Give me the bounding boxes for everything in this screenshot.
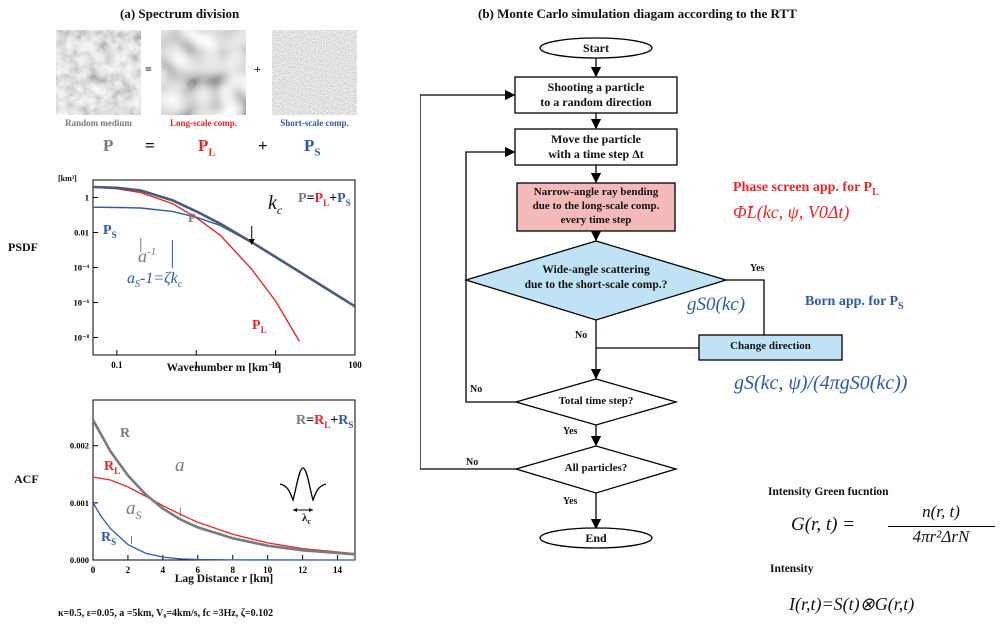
green-lhs: G(r, t) = (791, 514, 856, 535)
total-time-label: Total time step? (558, 395, 634, 407)
acf-y-tick-label: 0.002 (70, 441, 89, 451)
change-direction-box (698, 334, 843, 361)
long-scale-label: Long-scale comp. (170, 118, 237, 128)
psdf-label-ps: PS (103, 223, 117, 240)
short-scale-label: Short-scale comp. (280, 118, 349, 128)
random-medium-image (56, 30, 141, 115)
end-terminal (539, 527, 653, 549)
formula-plus: + (258, 136, 268, 155)
psdf-label-pl: PL (252, 318, 267, 335)
plus-sign-images: + (254, 62, 261, 76)
psdf-unit: [km³] (58, 174, 77, 183)
start-label: Start (583, 41, 609, 55)
total-no-label: No (470, 384, 483, 395)
psdf-x-tick-label: 100 (348, 360, 362, 370)
green-title: Intensity Green fucntion (768, 486, 889, 498)
acf-x-tick-label: 14 (333, 565, 343, 575)
acf-chart: 0 2 4 6 8 10 12 14 0.002 0.001 0.000 (70, 399, 356, 575)
wavelet-icon (279, 467, 327, 503)
psdf-x-tick-label: 0.1 (111, 360, 123, 370)
psdf-series-PS (93, 206, 355, 307)
shoot-box (514, 76, 678, 114)
intensity-title: Intensity (770, 563, 814, 575)
psdf-label-kc: kc (268, 192, 283, 217)
change-direction-label: Change direction (730, 340, 811, 352)
end-label: End (585, 531, 607, 545)
acf-label-a: a (175, 455, 185, 476)
psdf-label-a-inv: a-1 (138, 246, 157, 266)
psdf-y-tick-label: 1 (85, 193, 89, 203)
long-scale-image (161, 30, 246, 115)
psdf-label-as-inv: aS-1=ζkc (127, 270, 183, 291)
acf-series-R (91, 419, 356, 556)
psdf-row-label: PSDF (8, 240, 38, 254)
psdf-series-P (93, 185, 355, 308)
all-no-label: No (466, 457, 479, 468)
acf-x-tick-label: 2 (126, 565, 131, 575)
random-medium-label: Random medium (65, 118, 132, 128)
wide-yes-label: Yes (750, 263, 765, 274)
psdf-y-tick-label: 0.01 (74, 228, 89, 238)
move-box (514, 128, 678, 166)
acf-xlabel: Lag Distance r [km] (174, 573, 274, 585)
acf-label-rl: RL (104, 459, 121, 476)
gs-formula: gS(kc, ψ)/(4πgS0(kc)) (734, 372, 908, 394)
acf-x-tick-label: 12 (298, 565, 308, 575)
acf-x-tick-label: 6 (196, 565, 201, 575)
green-den: 4πr²ΔrN (912, 527, 970, 546)
psdf-y-tick-label: 10⁻⁶ (73, 298, 89, 308)
wide-label: Wide-angle scattering due to the short-sc… (524, 264, 668, 291)
phi-formula: Φ̆L(kc, ψ, V0Δt) (733, 202, 850, 222)
psdf-legend: P=PL+PS (298, 191, 351, 208)
psdf-label-p: P (188, 210, 196, 225)
acf-row-label: ACF (14, 472, 39, 486)
formula-p: P (103, 136, 114, 155)
psdf-chart: 0.1 1 10 100 1 0.01 10⁻⁴ 10⁻⁶ 10⁻⁸ (73, 179, 362, 370)
acf-x-tick-label: 4 (161, 565, 166, 575)
wide-no-label: No (575, 330, 588, 341)
acf-legend: R=RL+RS (296, 413, 354, 430)
formula-eq: = (145, 136, 155, 155)
params-text: κ=0.5, ε=0.05, a =5km, V₀=4km/s, fc =3Hz… (58, 608, 274, 619)
all-particles-label: All particles? (564, 462, 628, 474)
acf-y-tick-label: 0.000 (70, 555, 89, 565)
intensity-formula: I(r,t)=S(t)⊗G(r,t) (789, 594, 915, 614)
acf-x-tick-label: 10 (263, 565, 273, 575)
acf-label-r: R (120, 426, 131, 441)
gs0-formula: gS0(kc) (687, 294, 746, 315)
eq-sign-images: = (145, 62, 152, 76)
narrow-label: Narrow-angle ray bending due to the long-… (532, 186, 660, 226)
all-yes-label: Yes (563, 496, 578, 507)
acf-y-tick-label: 0.001 (70, 498, 89, 508)
narrow-box (516, 182, 676, 232)
formula-pl: PL (198, 136, 216, 159)
acf-x-tick-label: 8 (230, 565, 235, 575)
move-label: Move the particle with a time step Δt (548, 132, 644, 161)
shoot-label: Shooting a particle to a random direction (540, 80, 652, 109)
born-label: Born app. for PS (805, 294, 904, 312)
acf-x-tick-label: 0 (91, 565, 96, 575)
psdf-x-tick-label: 10 (271, 360, 281, 370)
phase-screen-label: Phase screen app. for PL (733, 180, 879, 198)
acf-label-lambda: λc (302, 512, 311, 527)
panel-a-title: (a) Spectrum division (120, 6, 240, 21)
formula-ps: PS (304, 136, 321, 159)
formula-row: P = PL + PS (0, 136, 420, 158)
total-yes-label: Yes (563, 426, 578, 437)
green-formula: G(r, t) = n(r, t) 4πr²ΔrN (791, 502, 996, 546)
psdf-x-tick-label: 1 (194, 360, 199, 370)
psdf-xlabel: Wavenumber m [km⁻¹] (166, 362, 282, 374)
short-scale-image (272, 30, 357, 115)
green-num: n(r, t) (922, 502, 960, 521)
flowchart (420, 37, 843, 549)
psdf-y-tick-label: 10⁻⁴ (73, 263, 89, 273)
green-fraction-bar (888, 526, 995, 527)
acf-series-RS (92, 502, 356, 561)
panel-b-title: (b) Monte Carlo simulation diagam accord… (478, 6, 797, 21)
psdf-y-tick-label: 10⁻⁸ (73, 333, 89, 343)
acf-label-as: aS (126, 498, 142, 522)
acf-label-rs: RS (101, 530, 117, 547)
